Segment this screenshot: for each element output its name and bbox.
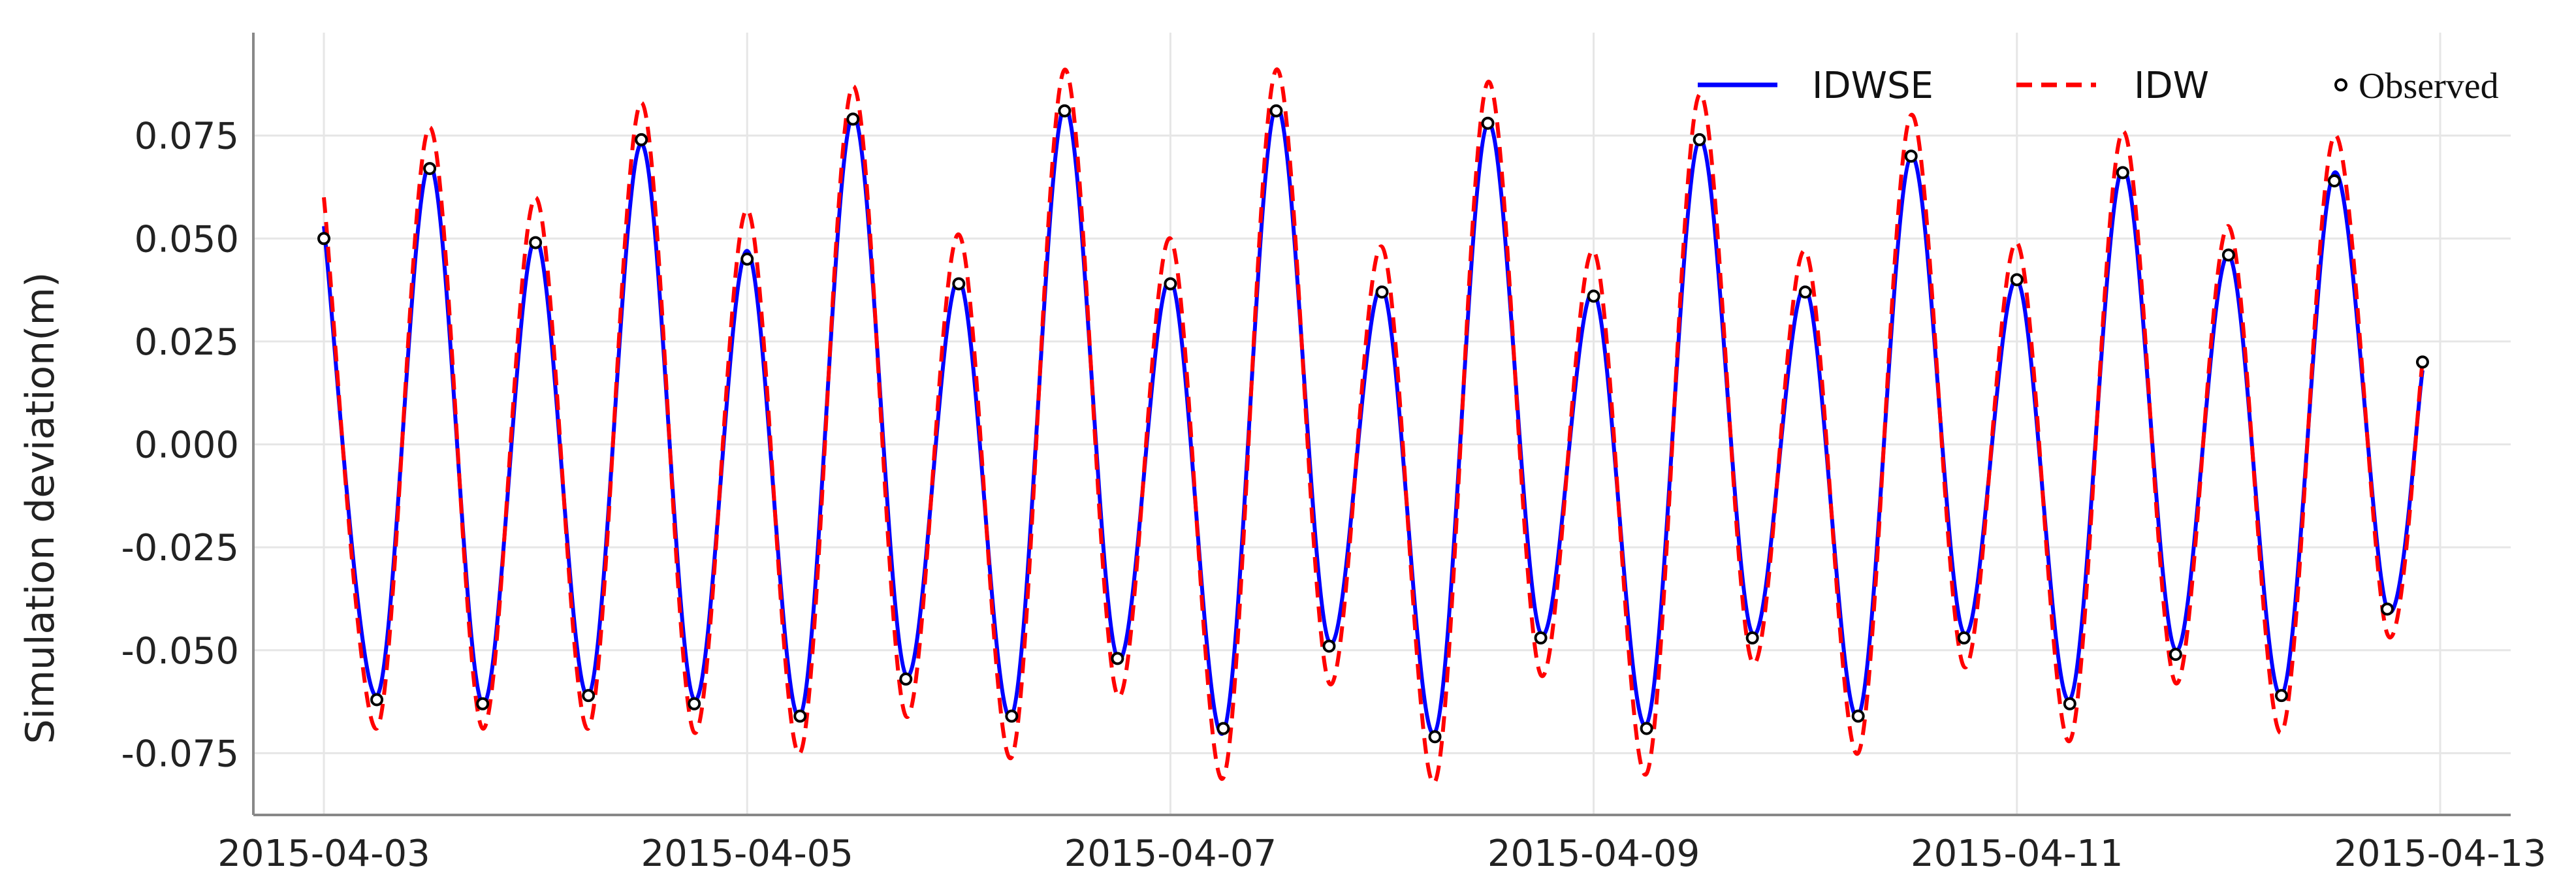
y-tick-label: 0.025 (135, 321, 239, 364)
observed-point (1322, 639, 1336, 653)
observed-point (1745, 631, 1759, 645)
observed-point (1428, 730, 1442, 744)
observed-point (1693, 133, 1706, 146)
observed-point (1534, 631, 1548, 645)
observed-point (899, 672, 913, 686)
observed-point (1375, 285, 1389, 299)
observed-point (1111, 652, 1124, 665)
observed-point (2169, 648, 2182, 661)
observed-point (1269, 104, 1283, 118)
observed-point (635, 133, 648, 146)
observed-point (846, 112, 860, 126)
series-layer (317, 67, 2429, 785)
x-tick-label: 2015-04-13 (2334, 833, 2546, 875)
x-tick-label: 2015-04-11 (1911, 833, 2123, 875)
observed-point (1904, 150, 1918, 163)
legend-label-idw: IDW (2134, 65, 2209, 107)
observed-point (2327, 174, 2341, 187)
x-tick-label: 2015-04-03 (217, 833, 430, 875)
x-tick-label: 2015-04-09 (1487, 833, 1700, 875)
observed-point (2063, 697, 2076, 710)
observed-point (1640, 722, 1653, 735)
axis-layer: 0.075 0.050 0.025 0.000 -0.025 -0.050 -0.075 20… (121, 33, 2547, 875)
observed-point (1216, 722, 1230, 735)
observed-point (1957, 631, 1971, 645)
x-tick-label: 2015-04-05 (641, 833, 853, 875)
observed-point (2010, 273, 2024, 287)
series-line-idwse (322, 104, 2425, 736)
observed-point (2221, 248, 2235, 262)
observed-point (317, 232, 331, 246)
observed-point (952, 277, 966, 291)
observed-point (740, 252, 754, 266)
observed-point (1481, 116, 1495, 130)
legend-label-observed: Observed (2359, 66, 2499, 106)
y-axis-title: Simulation deviation(m) (18, 272, 63, 744)
y-tick-label: -0.075 (121, 733, 239, 775)
grid-layer (253, 33, 2511, 815)
observed-point (1058, 104, 1072, 118)
observed-point (2116, 166, 2129, 180)
observed-point (1587, 289, 1600, 303)
y-tick-label: -0.050 (121, 630, 239, 673)
x-tick-label: 2015-04-07 (1064, 833, 1277, 875)
observed-point (1164, 277, 1177, 291)
observed-point (2380, 602, 2394, 616)
observed-point (793, 709, 807, 723)
observed-point (1798, 285, 1812, 299)
legend-marker-observed (2334, 78, 2347, 91)
observed-point (529, 236, 543, 249)
series-line-idw (322, 67, 2425, 785)
observed-point (476, 697, 490, 710)
observed-point (423, 162, 437, 176)
observed-point (688, 697, 701, 710)
observed-point (1005, 709, 1019, 723)
legend-label-idwse: IDWSE (1812, 65, 1933, 107)
legend: IDWSE IDW Observed (1698, 65, 2499, 107)
y-tick-label: 0.075 (135, 116, 239, 158)
observed-point (2415, 355, 2429, 369)
observed-point (370, 693, 384, 707)
y-tick-label: 0.050 (135, 218, 239, 261)
observed-point (1851, 709, 1865, 723)
y-tick-label: 0.000 (135, 424, 239, 467)
y-tick-label: -0.025 (121, 527, 239, 569)
observed-point (2274, 689, 2288, 703)
observed-point (582, 689, 596, 703)
